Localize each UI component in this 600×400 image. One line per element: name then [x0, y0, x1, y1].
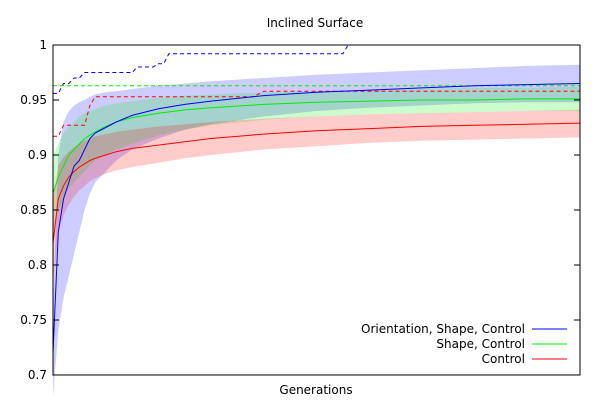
legend-label-control: Control	[482, 352, 525, 366]
y-tick-label: 0.7	[28, 368, 47, 382]
legend-label-shape-control: Shape, Control	[436, 337, 525, 351]
y-tick-label: 0.85	[20, 203, 47, 217]
control-best-line	[53, 90, 580, 137]
y-tick-label: 0.95	[20, 93, 47, 107]
legend-label-orientation-shape-control: Orientation, Shape, Control	[361, 322, 525, 336]
shape-control-mean-line	[52, 98, 580, 194]
y-tick-label: 0.75	[20, 313, 47, 327]
x-axis-label: Generations	[279, 383, 352, 397]
mean-fitness-lines	[52, 83, 581, 354]
orientation-shape-control-band	[53, 64, 580, 398]
y-axis: 0.7 0.75 0.8 0.85 0.9 0.95 1	[20, 38, 580, 382]
chart-title: Inclined Surface	[267, 16, 364, 30]
y-tick-label: 0.8	[28, 258, 47, 272]
y-tick-label: 1	[39, 38, 47, 52]
shape-control-band	[53, 86, 580, 232]
orientation-shape-control-mean-line	[52, 83, 581, 354]
y-tick-label: 0.9	[28, 148, 47, 162]
confidence-bands	[53, 64, 580, 398]
control-band	[53, 109, 580, 288]
